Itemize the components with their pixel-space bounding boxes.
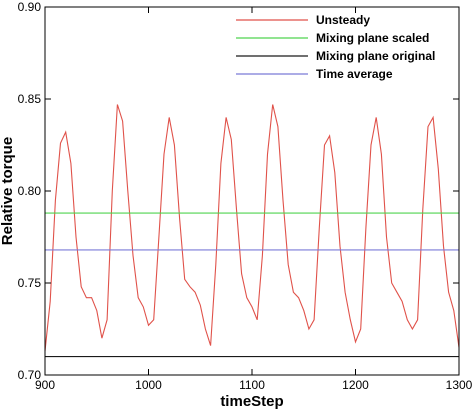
y-axis-title: Relative torque — [0, 137, 16, 245]
x-tick-label: 1100 — [239, 378, 265, 392]
x-tick-label: 1200 — [342, 378, 369, 392]
legend-label: Unsteady — [316, 13, 370, 27]
y-tick-label: 0.85 — [18, 92, 42, 106]
y-axis: 0.70 0.75 0.80 0.85 0.90 — [18, 0, 459, 382]
legend-label: Time average — [316, 67, 393, 81]
y-tick-label: 0.90 — [18, 0, 42, 14]
series-line-1 — [44, 104, 460, 352]
plot-lines — [44, 104, 460, 358]
x-tick-label: 1000 — [135, 378, 162, 392]
legend-label: Mixing plane scaled — [316, 31, 429, 45]
legend: Unsteady Mixing plane scaled Mixing plane … — [236, 13, 435, 81]
y-tick-label: 0.70 — [18, 368, 42, 382]
y-tick-label: 0.80 — [18, 184, 42, 198]
x-axis-title: timeStep — [220, 393, 283, 410]
y-tick-label: 0.75 — [18, 276, 42, 290]
x-tick-label: 1300 — [446, 378, 473, 392]
legend-label: Mixing plane original — [316, 49, 435, 63]
x-tick-label: 900 — [35, 378, 55, 392]
x-axis: 900 1000 1100 1200 1300 — [35, 7, 473, 392]
